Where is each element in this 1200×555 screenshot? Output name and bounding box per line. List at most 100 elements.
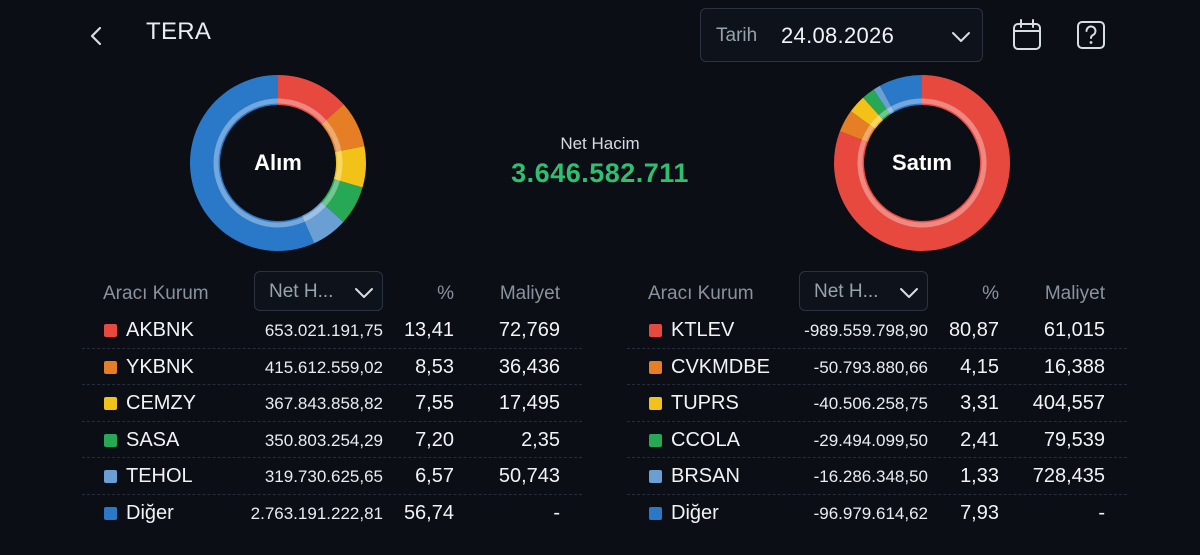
sell-slice-brsan [873, 85, 895, 115]
buy-slice-akbnk [278, 75, 344, 125]
sell-ring-cvkmdbe [861, 125, 874, 142]
cost-value: 728,435 [1032, 465, 1105, 488]
net-amount: 367.843.858,82 [264, 394, 383, 414]
sell-ring-diğer [891, 98, 923, 111]
net-amount: -40.506.258,75 [813, 394, 928, 414]
chevron-down-icon [900, 288, 918, 298]
cost-value: 72,769 [498, 319, 560, 341]
buy-header-cost: Maliyet [499, 283, 560, 304]
percent-value: 13,41 [403, 319, 454, 341]
broker-name: TEHOL [126, 465, 193, 488]
buy-ring-ykbnk [322, 120, 342, 152]
chevron-left-icon [90, 26, 102, 46]
table-row[interactable]: SASA 350.803.254,29 7,20 2,35 [82, 422, 582, 459]
cost-value: 50,743 [498, 465, 560, 488]
buy-donut-hole [222, 107, 334, 219]
cost-value: 61,015 [1043, 319, 1105, 341]
color-swatch [649, 397, 662, 411]
buy-slice-ykbnk [321, 104, 365, 152]
sell-slice-cvkmdbe [839, 111, 876, 143]
sell-metric-select[interactable]: Net H... [799, 271, 928, 311]
table-row[interactable]: YKBNK 415.612.559,02 8,53 36,436 [82, 349, 582, 386]
color-swatch [104, 360, 117, 374]
cost-value: 2,35 [521, 428, 560, 451]
date-label: Tarih [716, 25, 758, 46]
table-row[interactable]: Diğer -96.979.614,62 7,93 - [627, 495, 1127, 531]
buy-table: Aracı Kurum Net H... % Maliyet AKBNK 653… [82, 270, 582, 530]
buy-header-percent: % [437, 283, 454, 304]
broker-name: Diğer [126, 501, 174, 524]
percent-value: 4,15 [960, 355, 999, 378]
percent-value: 7,55 [415, 392, 454, 415]
page-title: TERA [146, 18, 212, 45]
buy-metric-select[interactable]: Net H... [254, 271, 383, 311]
table-row[interactable]: AKBNK 653.021.191,75 13,41 72,769 [82, 312, 582, 349]
percent-value: 2,41 [960, 428, 999, 451]
chevron-down-icon [355, 288, 373, 298]
date-select[interactable]: Tarih 24.08.2026 [700, 8, 983, 62]
cost-value: 36,436 [498, 355, 560, 378]
table-row[interactable]: CEMZY 367.843.858,82 7,55 17,495 [82, 385, 582, 422]
net-amount: 653.021.191,75 [264, 321, 383, 340]
table-row[interactable]: BRSAN -16.286.348,50 1,33 728,435 [627, 458, 1127, 495]
help-button[interactable] [1074, 17, 1108, 53]
color-swatch [649, 324, 662, 337]
sell-donut-hole [866, 107, 978, 219]
buy-metric-select-value: Net H... [269, 281, 334, 302]
sell-header-cost: Maliyet [1044, 283, 1105, 304]
percent-value: 3,31 [960, 392, 999, 415]
sell-ring-brsan [886, 106, 894, 114]
calendar-button[interactable] [1010, 17, 1044, 53]
cost-value: - [553, 501, 560, 524]
percent-value: 7,20 [415, 428, 454, 451]
buy-ring-sasa [322, 179, 340, 207]
color-swatch [104, 324, 117, 337]
table-row[interactable]: TUPRS -40.506.258,75 3,31 404,557 [627, 385, 1127, 422]
percent-value: 8,53 [415, 355, 454, 378]
buy-slice-diğer [190, 75, 315, 251]
net-amount: 319.730.625,65 [264, 467, 383, 487]
sell-slice-diğer [879, 75, 922, 113]
table-row[interactable]: CCOLA -29.494.099,50 2,41 79,539 [627, 422, 1127, 459]
sell-ring-ccola [878, 109, 890, 119]
buy-ring-cemzy [335, 150, 343, 181]
percent-value: 7,93 [960, 501, 999, 524]
table-row[interactable]: KTLEV -989.559.798,90 80,87 61,015 [627, 312, 1127, 349]
color-swatch [649, 433, 662, 447]
broker-name: TUPRS [671, 392, 739, 415]
sell-slice-tuprs [850, 97, 884, 129]
broker-name: AKBNK [126, 319, 194, 341]
sell-ring-ktlev [857, 98, 987, 228]
cost-value: 404,557 [1032, 392, 1105, 415]
sell-slice-ccola [863, 89, 891, 120]
cost-value: - [1098, 501, 1105, 524]
sell-header-percent: % [982, 283, 999, 304]
cost-value: 79,539 [1043, 428, 1105, 451]
table-row[interactable]: CVKMDBE -50.793.880,66 4,15 16,388 [627, 349, 1127, 386]
net-volume-value: 3.646.582.711 [511, 158, 689, 188]
broker-name: CVKMDBE [671, 355, 770, 378]
top-bar: TERA Tarih 24.08.2026 [0, 0, 1200, 72]
sell-ring-tuprs [869, 115, 883, 129]
net-amount: 350.803.254,29 [264, 430, 383, 450]
broker-name: CEMZY [126, 392, 196, 415]
buy-donut-label: Alım [254, 150, 302, 175]
cost-value: 16,388 [1043, 355, 1105, 378]
table-row[interactable]: Diğer 2.763.191.222,81 56,74 - [82, 495, 582, 531]
back-button[interactable] [82, 20, 110, 52]
net-amount: -16.286.348,50 [813, 467, 928, 487]
buy-slice-sasa [321, 179, 363, 222]
sell-table: Aracı Kurum Net H... % Maliyet KTLEV -98… [627, 270, 1127, 530]
broker-name: Diğer [671, 501, 719, 524]
broker-name: SASA [126, 428, 180, 451]
broker-name: BRSAN [671, 465, 740, 488]
percent-value: 80,87 [948, 319, 999, 341]
table-row[interactable]: TEHOL 319.730.625,65 6,57 50,743 [82, 458, 582, 495]
buy-donut-svg [190, 75, 366, 251]
sell-donut-chart: Satım [832, 73, 1012, 253]
color-swatch [104, 470, 117, 484]
sell-donut-svg [834, 75, 1010, 251]
net-amount: -96.979.614,62 [813, 503, 928, 523]
sell-rows: KTLEV -989.559.798,90 80,87 61,015 CVKMD… [627, 312, 1127, 531]
buy-ring-diğer [213, 98, 305, 228]
